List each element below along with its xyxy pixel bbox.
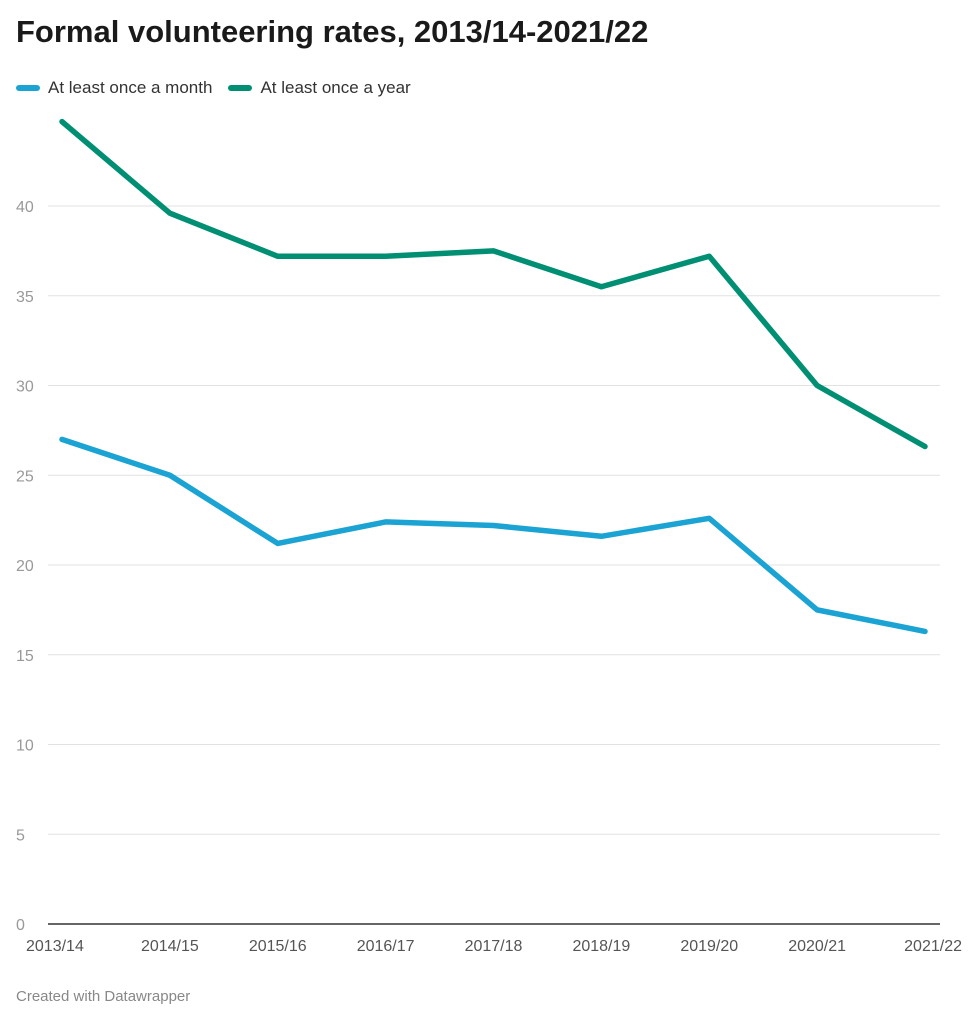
x-tick-label: 2016/17 (357, 938, 415, 955)
chart-title: Formal volunteering rates, 2013/14-2021/… (16, 14, 649, 49)
x-tick-label: 2018/19 (572, 938, 630, 955)
x-tick-label: 2021/22 (904, 938, 962, 955)
y-tick-label: 30 (16, 379, 34, 396)
footer-credit: Created with Datawrapper (16, 988, 191, 1005)
legend: At least once a month At least once a ye… (16, 78, 411, 98)
legend-item-year: At least once a year (228, 78, 411, 98)
x-tick-label: 2017/18 (465, 938, 523, 955)
series-line-month (59, 436, 928, 635)
x-tick-label: 2020/21 (788, 938, 846, 955)
y-tick-label: 10 (16, 738, 34, 755)
x-tick-label: 2014/15 (141, 938, 199, 955)
legend-swatch-year (228, 85, 253, 91)
series-line-year (59, 118, 928, 450)
y-tick-label: 20 (16, 558, 34, 575)
line-chart: 0 5 10 15 20 25 30 35 40 2013/14 2014/15 2015/16 201… (16, 118, 962, 955)
y-tick-label: 25 (16, 468, 34, 485)
legend-label-year: At least once a year (260, 78, 411, 97)
legend-item-month: At least once a month (16, 78, 212, 98)
legend-label-month: At least once a month (48, 78, 213, 97)
y-tick-label: 40 (16, 199, 34, 216)
x-tick-label: 2015/16 (249, 938, 307, 955)
y-tick-label: 15 (16, 648, 34, 665)
x-tick-label: 2013/14 (26, 938, 84, 955)
x-tick-label: 2019/20 (680, 938, 738, 955)
legend-swatch-month (16, 85, 40, 91)
y-tick-label: 35 (16, 289, 34, 306)
y-tick-label: 5 (16, 827, 25, 844)
y-tick-label: 0 (16, 917, 25, 934)
